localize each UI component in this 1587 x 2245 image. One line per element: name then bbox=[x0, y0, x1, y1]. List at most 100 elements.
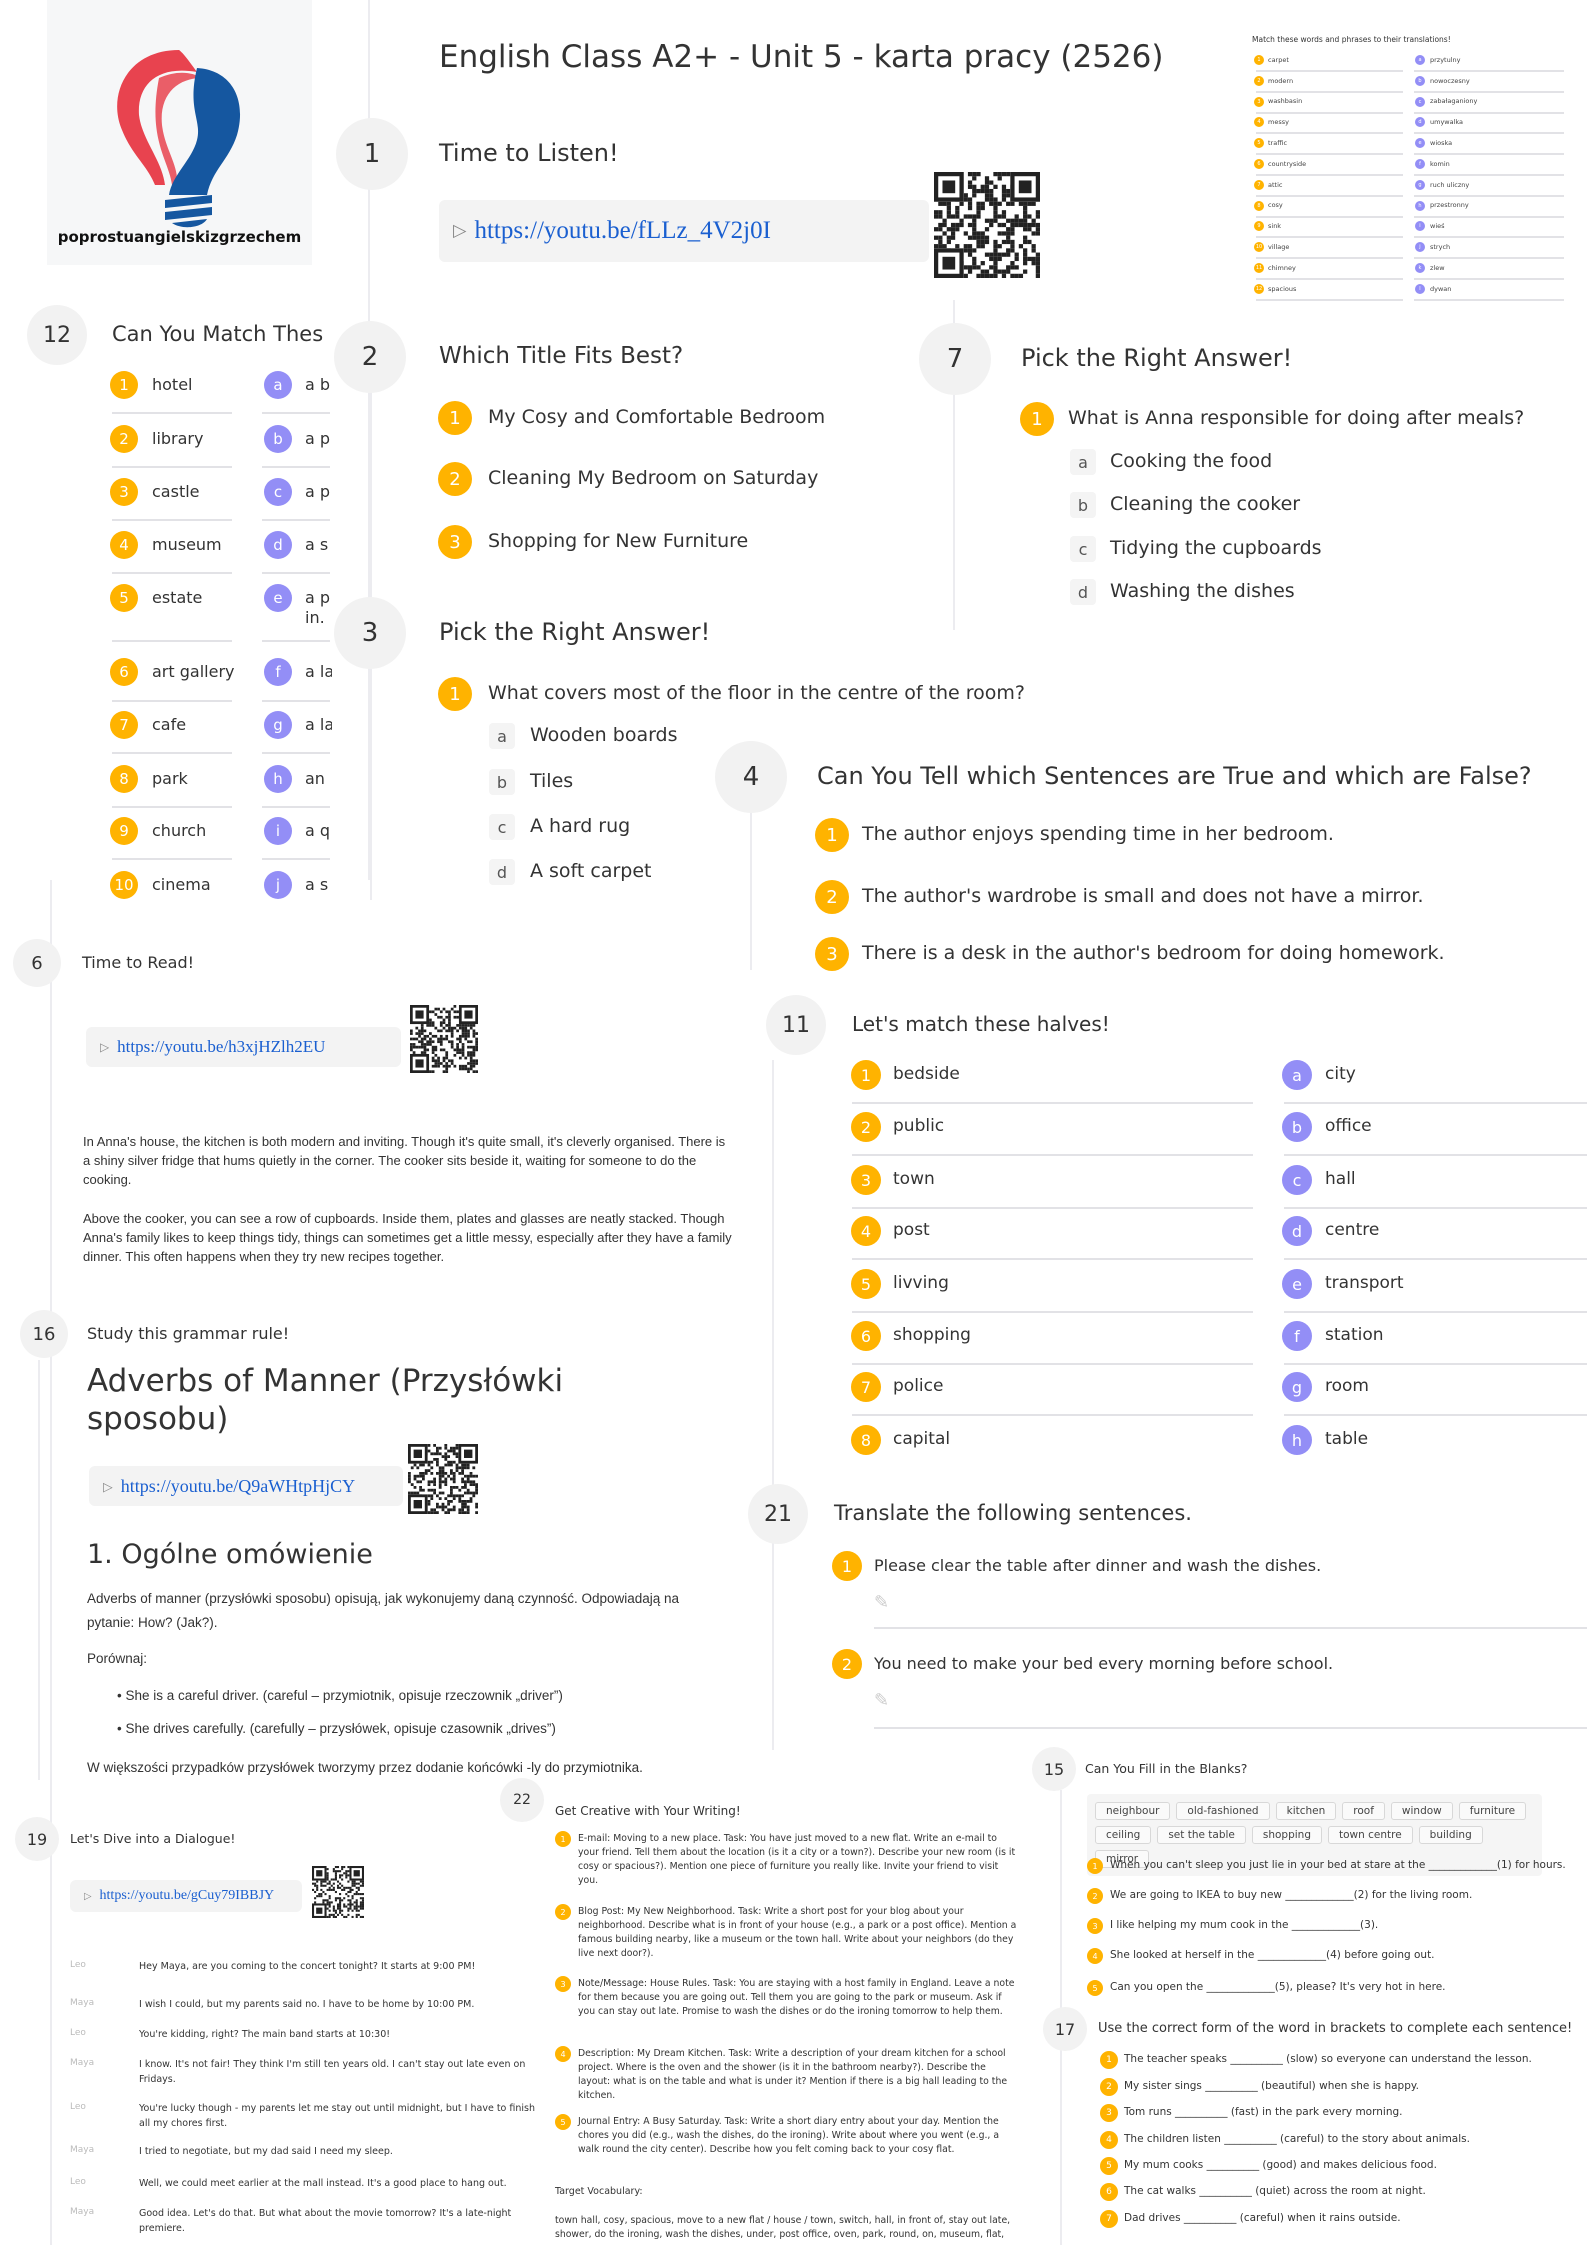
divider bbox=[112, 858, 232, 860]
word-chip[interactable]: window bbox=[1390, 1802, 1453, 1820]
translation: przestronny bbox=[1430, 201, 1469, 210]
divider bbox=[112, 412, 232, 414]
letter-badge: c bbox=[1282, 1165, 1312, 1195]
number-badge: 1 bbox=[851, 1060, 881, 1090]
speaker: Maya bbox=[70, 1998, 95, 2009]
grammar-compare: Porównaj: bbox=[87, 1651, 148, 1667]
word-chip[interactable]: building bbox=[1418, 1826, 1483, 1844]
answer-option: Washing the dishes bbox=[1110, 579, 1295, 602]
fill-sentence: I like helping my mum cook in the ______… bbox=[1110, 1919, 1379, 1932]
word-chip[interactable]: kitchen bbox=[1275, 1802, 1337, 1820]
link-url[interactable]: https://youtu.be/Q9aWHtpHjCY bbox=[120, 1475, 356, 1496]
translation: strych bbox=[1430, 242, 1451, 251]
qr-code-icon bbox=[312, 1866, 364, 1918]
divider bbox=[1414, 70, 1564, 72]
word-bank: neighbour old-fashioned kitchen roof window f… bbox=[1087, 1794, 1542, 1876]
section-number: 19 bbox=[15, 1817, 59, 1861]
number-badge: 4 bbox=[1254, 117, 1264, 128]
word-chip[interactable]: set the table bbox=[1157, 1826, 1246, 1844]
divider bbox=[1256, 215, 1403, 218]
divider bbox=[1256, 132, 1403, 135]
word: spacious bbox=[1268, 284, 1297, 293]
pencil-icon: ✎ bbox=[874, 1592, 890, 1613]
section-number: 3 bbox=[334, 597, 406, 669]
definition: a la bbox=[305, 714, 332, 734]
number-badge: 4 bbox=[1100, 2131, 1118, 2149]
word-half: post bbox=[893, 1219, 930, 1240]
letter-badge: j bbox=[1415, 242, 1425, 253]
definition: a p bbox=[305, 428, 331, 448]
video-link[interactable]: ▷ https://youtu.be/Q9aWHtpHjCY bbox=[89, 1466, 403, 1506]
speaker: Maya bbox=[70, 2145, 95, 2156]
section-heading: Which Title Fits Best? bbox=[439, 343, 684, 370]
number-badge: 3 bbox=[851, 1165, 881, 1195]
video-link[interactable]: ▷ https://youtu.be/fLLz_4V2j0I bbox=[439, 200, 929, 262]
divider bbox=[1256, 70, 1403, 72]
word-chip[interactable]: ceiling bbox=[1095, 1826, 1152, 1844]
number-badge: 2 bbox=[1087, 1888, 1103, 1904]
divider bbox=[1256, 194, 1403, 197]
number-badge: 11 bbox=[1254, 263, 1264, 273]
option-letter: b bbox=[489, 769, 515, 795]
qr-code-icon bbox=[934, 172, 1040, 278]
play-icon: ▷ bbox=[100, 1040, 110, 1054]
qr-code-icon bbox=[410, 1005, 478, 1073]
divider bbox=[1284, 1414, 1587, 1416]
word-half: bedside bbox=[893, 1063, 960, 1084]
divider bbox=[1256, 278, 1403, 280]
word: church bbox=[152, 820, 207, 840]
number-badge: 2 bbox=[815, 880, 849, 914]
link-url[interactable]: https://youtu.be/gCuy79IBBJY bbox=[99, 1888, 275, 1903]
word-half: office bbox=[1325, 1115, 1372, 1136]
link-url[interactable]: https://youtu.be/h3xjHZlh2EU bbox=[117, 1037, 326, 1056]
section-heading: Let's match these halves! bbox=[852, 1012, 1110, 1036]
sentence: You need to make your bed every morning … bbox=[874, 1653, 1334, 1673]
divider bbox=[1284, 1258, 1587, 1260]
divider bbox=[112, 519, 232, 521]
video-link[interactable]: ▷ https://youtu.be/h3xjHZlh2EU bbox=[86, 1027, 401, 1067]
timeline-line bbox=[953, 300, 955, 630]
option-letter: a bbox=[1070, 449, 1096, 475]
speaker: Leo bbox=[70, 2177, 86, 2188]
qr-code-icon bbox=[408, 1444, 478, 1514]
word-chip[interactable]: furniture bbox=[1458, 1802, 1527, 1820]
letter-badge: i bbox=[264, 817, 292, 845]
number-badge: 1 bbox=[1087, 1858, 1103, 1874]
statement: The author's wardrobe is small and does … bbox=[862, 884, 1424, 907]
number-badge: 2 bbox=[1100, 2078, 1118, 2096]
fill-sentence: Dad drives __________ (careful) when it … bbox=[1124, 2212, 1401, 2225]
dialogue-line: You're kidding, right? The main band sta… bbox=[139, 2029, 391, 2040]
grammar-intro: Adverbs of manner (przysłówki sposobu) o… bbox=[87, 1591, 680, 1630]
divider bbox=[852, 1363, 1253, 1365]
letter-badge: k bbox=[1415, 263, 1425, 273]
video-link[interactable]: ▷ https://youtu.be/gCuy79IBBJY bbox=[70, 1880, 302, 1912]
word-chip[interactable]: old-fashioned bbox=[1176, 1802, 1270, 1820]
link-url[interactable]: https://youtu.be/fLLz_4V2j0I bbox=[474, 217, 771, 244]
section-number: 4 bbox=[715, 741, 787, 813]
word: attic bbox=[1268, 180, 1283, 189]
timeline-line bbox=[38, 1360, 40, 1780]
fill-sentence: Can you open the _____________(5), pleas… bbox=[1110, 1981, 1446, 1994]
word-chip[interactable]: shopping bbox=[1251, 1826, 1322, 1844]
word-chip[interactable]: roof bbox=[1342, 1802, 1385, 1820]
word-chip[interactable]: town centre bbox=[1328, 1826, 1413, 1844]
grammar-subtitle: 1. Ogólne omówienie bbox=[87, 1539, 373, 1571]
word-chip[interactable]: neighbour bbox=[1095, 1802, 1171, 1820]
number-badge: 2 bbox=[1254, 75, 1264, 86]
dialogue-line: I tried to negotiate, but my dad said I … bbox=[139, 2146, 393, 2157]
fill-sentence: We are going to IKEA to buy new ________… bbox=[1110, 1889, 1473, 1902]
section-heading: Get Creative with Your Writing! bbox=[555, 1804, 741, 1819]
option-letter: c bbox=[489, 814, 515, 840]
option-letter: d bbox=[489, 859, 515, 885]
timeline-line bbox=[750, 790, 752, 970]
section-number: 1 bbox=[336, 118, 408, 190]
word-half: livving bbox=[893, 1272, 949, 1293]
dialogue-line: I know. It's not fair! They think I'm st… bbox=[139, 2059, 526, 2085]
grammar-example: • She is a careful driver. (careful – pr… bbox=[117, 1688, 563, 1704]
vocab-label: Target Vocabulary: bbox=[555, 2185, 643, 2197]
option-letter: b bbox=[1070, 492, 1096, 518]
letter-badge: g bbox=[1415, 179, 1425, 190]
word-chip[interactable]: mirror bbox=[1095, 1850, 1150, 1868]
number-badge: 7 bbox=[851, 1372, 881, 1402]
divider bbox=[1256, 298, 1403, 301]
